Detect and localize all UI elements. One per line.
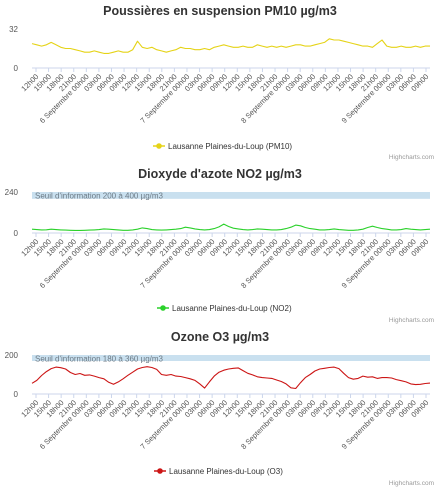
- threshold-band: [32, 192, 430, 199]
- legend-marker: [157, 468, 163, 474]
- chart-pm10: Poussières en suspension PM10 µg/m3 0 32 …: [0, 0, 440, 163]
- series-line[interactable]: [31, 366, 431, 390]
- credits-link[interactable]: Highcharts.com: [389, 154, 434, 161]
- y-tick-label: 0: [14, 390, 19, 399]
- y-tick-label: 32: [9, 25, 18, 34]
- y-tick-label: 240: [5, 188, 19, 197]
- legend-label[interactable]: Lausanne Plaines-du-Loup (NO2): [172, 304, 292, 313]
- chart-pm10-svg: Poussières en suspension PM10 µg/m3 032 …: [9, 4, 434, 161]
- chart-title: Dioxyde d'azote NO2 µg/m3: [138, 167, 302, 181]
- chart-title: Ozone O3 µg/m3: [171, 330, 269, 344]
- y-tick-label: 0: [14, 64, 19, 73]
- y-tick-label: 0: [14, 229, 19, 238]
- legend[interactable]: Lausanne Plaines-du-Loup (PM10): [153, 142, 292, 151]
- legend-marker: [156, 143, 162, 149]
- legend[interactable]: Lausanne Plaines-du-Loup (NO2): [157, 304, 292, 313]
- chart-title: Poussières en suspension PM10 µg/m3: [103, 4, 337, 18]
- credits-link[interactable]: Highcharts.com: [389, 480, 434, 487]
- chart-no2-svg: Dioxyde d'azote NO2 µg/m3 Seuil d'inform…: [5, 167, 434, 324]
- chart-o3: Ozone O3 µg/m3 Seuil d'information 180 à…: [0, 326, 440, 491]
- legend-marker: [160, 305, 166, 311]
- threshold-band: [32, 355, 430, 361]
- chart-no2: Dioxyde d'azote NO2 µg/m3 Seuil d'inform…: [0, 163, 440, 326]
- series-line[interactable]: [31, 223, 431, 231]
- legend-label[interactable]: Lausanne Plaines-du-Loup (PM10): [168, 142, 292, 151]
- chart-o3-svg: Ozone O3 µg/m3 Seuil d'information 180 à…: [5, 330, 434, 487]
- y-tick-label: 200: [5, 351, 19, 360]
- legend[interactable]: Lausanne Plaines-du-Loup (O3): [154, 467, 283, 476]
- series-line[interactable]: [31, 38, 430, 54]
- legend-label[interactable]: Lausanne Plaines-du-Loup (O3): [169, 467, 283, 476]
- threshold-band-label: Seuil d'information 180 à 360 µg/m3: [35, 355, 164, 364]
- threshold-band-label: Seuil d'information 200 à 400 µg/m3: [35, 192, 164, 201]
- credits-link[interactable]: Highcharts.com: [389, 317, 434, 324]
